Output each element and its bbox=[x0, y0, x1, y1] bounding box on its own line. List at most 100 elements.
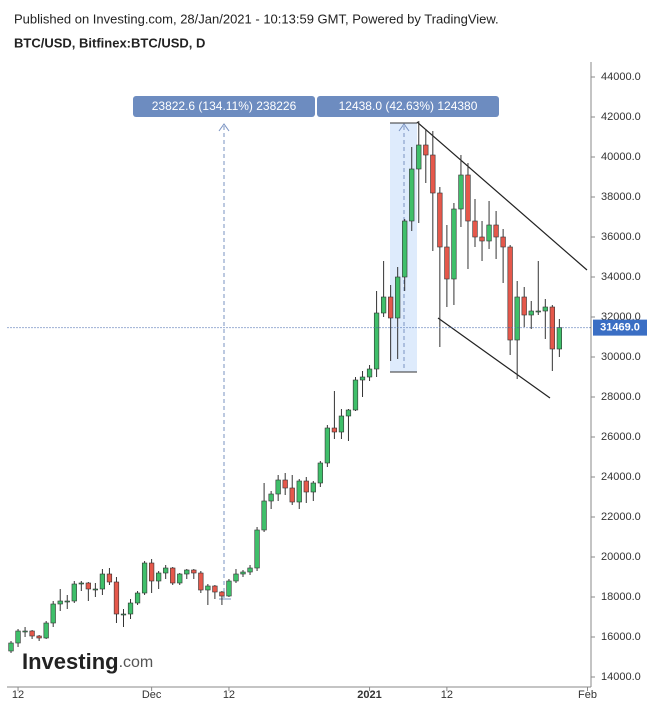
candle-body bbox=[247, 567, 253, 573]
x-tick-label: 12 bbox=[441, 689, 453, 701]
candle-body bbox=[261, 500, 267, 531]
chart-title: BTC/USD, Bitfinex:BTC/USD, D bbox=[14, 35, 205, 50]
y-tick-label: 22000.0 bbox=[601, 511, 641, 523]
candle-body bbox=[528, 310, 534, 316]
candle-body bbox=[212, 585, 218, 593]
candle-body bbox=[444, 246, 450, 280]
x-tick-label: 12 bbox=[12, 689, 24, 701]
y-tick-label: 40000.0 bbox=[601, 151, 641, 163]
candle-body bbox=[113, 581, 120, 615]
y-tick-label: 28000.0 bbox=[601, 391, 641, 403]
y-tick-label: 30000.0 bbox=[601, 351, 641, 363]
candle-body bbox=[409, 168, 415, 222]
candle-body bbox=[542, 306, 548, 312]
annotation: 23822.6 (134.11%) 238226 bbox=[152, 99, 297, 113]
y-tick-label: 18000.0 bbox=[601, 591, 641, 603]
last-price-label: 31469.0 bbox=[600, 322, 640, 334]
candle-body bbox=[380, 296, 387, 314]
watermark-name: Investing bbox=[22, 649, 119, 674]
candle-body bbox=[465, 174, 471, 222]
last-price-box bbox=[593, 319, 647, 336]
annotation: 12438.0 (42.63%) 124380 bbox=[339, 99, 478, 113]
candle-body bbox=[177, 573, 183, 584]
candle-body bbox=[22, 630, 28, 633]
candle-body bbox=[317, 462, 323, 484]
y-tick-label: 20000.0 bbox=[601, 551, 641, 563]
candle-body bbox=[507, 246, 513, 341]
y-tick-label: 14000.0 bbox=[601, 671, 641, 683]
candle-body bbox=[331, 427, 338, 433]
candle-body bbox=[233, 573, 239, 582]
candle-body bbox=[15, 630, 21, 644]
y-tick-label: 34000.0 bbox=[601, 271, 641, 283]
y-tick-label: 16000.0 bbox=[601, 631, 641, 643]
chart-subtitle: Published on Investing.com, 28/Jan/2021 … bbox=[14, 11, 499, 26]
candle-body bbox=[120, 613, 127, 616]
candle-body bbox=[170, 567, 176, 584]
candle-body bbox=[57, 600, 63, 605]
candle-body bbox=[479, 236, 485, 242]
candle-body bbox=[191, 569, 197, 574]
watermark-suffix: .com bbox=[119, 654, 154, 671]
candle-body bbox=[141, 562, 148, 594]
candle-body bbox=[148, 562, 155, 582]
candle-body bbox=[71, 583, 77, 602]
x-tick-label: 2021 bbox=[357, 689, 381, 701]
candle-body bbox=[451, 208, 457, 280]
candle-body bbox=[268, 493, 274, 502]
candle-body bbox=[373, 312, 380, 370]
candle-body bbox=[64, 600, 70, 603]
candle-body bbox=[275, 479, 281, 495]
candle-body bbox=[92, 588, 98, 591]
candle-body bbox=[395, 276, 401, 319]
candle-body bbox=[437, 192, 443, 248]
candle-body bbox=[303, 480, 309, 493]
watermark: Investing.com bbox=[22, 649, 153, 674]
candle-body bbox=[50, 603, 56, 624]
candle-body bbox=[85, 582, 91, 590]
candle-body bbox=[296, 480, 302, 503]
candle-body bbox=[36, 635, 42, 639]
y-tick-label: 42000.0 bbox=[601, 111, 641, 123]
candle-body bbox=[184, 569, 190, 575]
candle-body bbox=[282, 479, 288, 489]
trendline bbox=[416, 121, 588, 271]
trendline bbox=[437, 317, 551, 399]
measure-arrow bbox=[218, 123, 230, 132]
candle-body bbox=[352, 379, 359, 411]
candle-body bbox=[556, 327, 562, 350]
y-tick-label: 36000.0 bbox=[601, 231, 641, 243]
candle-body bbox=[134, 592, 141, 604]
candle-body bbox=[430, 154, 436, 194]
candle-body bbox=[521, 296, 527, 316]
candle-body bbox=[29, 630, 35, 637]
candle-body bbox=[324, 427, 330, 464]
x-tick-label: Dec bbox=[142, 689, 162, 701]
x-tick-label: 12 bbox=[223, 689, 235, 701]
candle-body bbox=[388, 296, 394, 319]
candle-body bbox=[493, 224, 499, 238]
candle-body bbox=[99, 573, 106, 590]
candle-body bbox=[156, 572, 162, 582]
candle-body bbox=[226, 580, 232, 597]
y-tick-label: 26000.0 bbox=[601, 431, 641, 443]
candle-body bbox=[240, 571, 246, 575]
measure-arrow bbox=[398, 123, 410, 132]
candle-body bbox=[310, 482, 316, 493]
candle-body bbox=[338, 415, 345, 433]
candle-body bbox=[514, 296, 520, 341]
candle-body bbox=[289, 487, 295, 503]
candle-body bbox=[127, 602, 134, 615]
candle-body bbox=[8, 642, 14, 652]
candle-body bbox=[359, 376, 366, 381]
candle-body bbox=[106, 573, 113, 583]
candle-body bbox=[416, 144, 422, 170]
candle-body bbox=[254, 529, 260, 569]
candle-body bbox=[472, 220, 478, 238]
y-tick-label: 38000.0 bbox=[601, 191, 641, 203]
candle-body bbox=[535, 310, 541, 313]
candle-body bbox=[219, 591, 225, 597]
candle-body bbox=[78, 582, 84, 585]
candle-body bbox=[402, 220, 408, 278]
